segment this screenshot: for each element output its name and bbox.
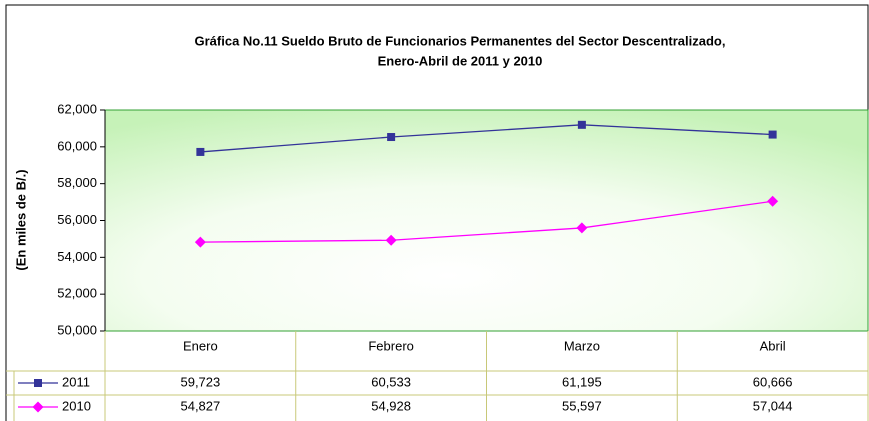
chart-title: Gráfica No.11 Sueldo Bruto de Funcionari…: [195, 33, 726, 48]
data-point: [768, 130, 777, 139]
series-line: [200, 200, 773, 243]
y-tick-label: 58,000: [57, 175, 97, 190]
table-value: 60,666: [753, 374, 793, 389]
table-value: 59,723: [180, 374, 220, 389]
series-line: [200, 124, 773, 153]
y-tick-label: 56,000: [57, 212, 97, 227]
y-axis-label: (En miles de B/.): [13, 169, 28, 270]
legend-marker: [32, 401, 44, 413]
y-tick-label: 54,000: [57, 249, 97, 264]
table-value: 60,533: [371, 374, 411, 389]
legend-label: 2011: [62, 374, 90, 389]
x-tick-label: Abril: [760, 338, 786, 353]
data-point: [387, 133, 396, 142]
plot-area: [104, 109, 869, 332]
data-point: [196, 147, 205, 156]
data-point: [576, 222, 588, 234]
y-tick-label: 52,000: [57, 286, 97, 301]
x-tick-label: Febrero: [368, 338, 414, 353]
table-value: 57,044: [753, 398, 793, 413]
chart-title: Enero-Abril de 2011 y 2010: [378, 53, 543, 68]
table-value: 54,827: [180, 398, 220, 413]
data-point: [767, 195, 779, 207]
data-point: [385, 234, 397, 246]
y-tick-label: 62,000: [57, 101, 97, 116]
table-value: 55,597: [562, 398, 602, 413]
legend-label: 2010: [62, 398, 91, 413]
legend-marker: [34, 379, 42, 387]
y-tick-label: 50,000: [57, 322, 97, 337]
x-tick-label: Enero: [183, 338, 218, 353]
table-value: 54,928: [371, 398, 411, 413]
data-point: [577, 120, 586, 129]
y-tick-label: 60,000: [57, 138, 97, 153]
x-tick-label: Marzo: [564, 338, 600, 353]
data-point: [194, 236, 206, 248]
table-value: 61,195: [562, 374, 602, 389]
